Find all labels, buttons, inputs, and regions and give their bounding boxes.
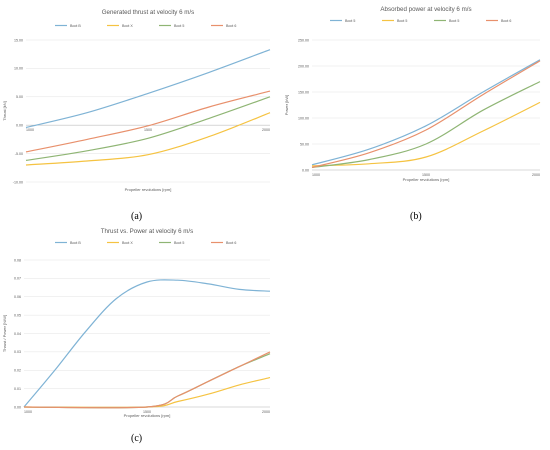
series-line bbox=[311, 81, 541, 168]
legend-entry: Boot 6 bbox=[226, 241, 236, 245]
y-tick-label: 200.00 bbox=[298, 64, 309, 68]
y-tick-label: 0.06 bbox=[14, 295, 21, 299]
series-line bbox=[23, 351, 271, 409]
series-line bbox=[311, 60, 541, 168]
x-tick-label: 1500 bbox=[144, 128, 152, 132]
power-chart: Absorbed power at velocity 6 m/s Boot 5 Bo… bbox=[282, 0, 550, 210]
y-tick-label: 0.00 bbox=[16, 124, 23, 128]
x-tick-label: 2000 bbox=[262, 410, 270, 414]
legend-entry: Boot 5 bbox=[174, 241, 184, 245]
y-tick-label: 0.00 bbox=[302, 168, 309, 172]
y-tick-label: 100.00 bbox=[298, 116, 309, 120]
legend-entry: Boot 6 bbox=[501, 19, 511, 23]
y-tick-label: 50.00 bbox=[300, 142, 309, 146]
chart-svg: Generated thrust at velocity 6 m/s Boot B… bbox=[2, 9, 271, 192]
legend-entry: Boot 6 bbox=[226, 24, 236, 28]
series-line bbox=[25, 90, 271, 153]
legend-entry: Boot B bbox=[70, 241, 81, 245]
x-axis-title: Propeller revolutions [rpm] bbox=[124, 413, 171, 418]
series-line bbox=[25, 49, 271, 129]
panel-label-b: (b) bbox=[410, 211, 422, 222]
thrust-power-ratio-chart: Thrust vs. Power at velocity 6 m/s Boot B… bbox=[0, 222, 282, 422]
chart-title: Thrust vs. Power at velocity 6 m/s bbox=[101, 228, 194, 235]
y-tick-label: 0.03 bbox=[14, 350, 21, 354]
thrust-chart: Generated thrust at velocity 6 m/s Boot B… bbox=[0, 0, 282, 210]
legend-entry: Boot 5 bbox=[174, 24, 184, 28]
x-tick-label: 1500 bbox=[422, 173, 430, 177]
chart-svg: Absorbed power at velocity 6 m/s Boot 5 Bo… bbox=[284, 6, 541, 182]
series-line bbox=[25, 96, 271, 161]
y-tick-label: 10.00 bbox=[14, 67, 23, 71]
y-tick-label: 0.05 bbox=[14, 313, 21, 317]
series-line bbox=[23, 279, 271, 408]
y-tick-label: 0.02 bbox=[14, 369, 21, 373]
y-tick-label: -10.00 bbox=[13, 180, 23, 184]
x-tick-label: 1000 bbox=[26, 128, 34, 132]
y-tick-label: 250.00 bbox=[298, 38, 309, 42]
series-line bbox=[23, 377, 271, 408]
panel-label-a: (a) bbox=[131, 211, 143, 222]
y-tick-label: -5.00 bbox=[15, 152, 23, 156]
y-axis-title: Thrust / Power [N/W] bbox=[2, 315, 7, 352]
legend-entry: Boot X bbox=[122, 24, 133, 28]
y-tick-label: 0.00 bbox=[14, 405, 21, 409]
legend-entry: Boot 5 bbox=[449, 19, 459, 23]
x-tick-label: 1500 bbox=[143, 410, 151, 414]
x-tick-label: 2000 bbox=[532, 173, 540, 177]
y-tick-label: 0.01 bbox=[14, 387, 21, 391]
panel-label-c: (c) bbox=[131, 433, 143, 444]
chart-svg: Thrust vs. Power at velocity 6 m/s Boot B… bbox=[2, 228, 271, 418]
chart-title: Generated thrust at velocity 6 m/s bbox=[102, 9, 195, 16]
x-tick-label: 2000 bbox=[262, 128, 270, 132]
y-tick-label: 0.04 bbox=[14, 332, 21, 336]
x-axis-title: Propeller revolutions [rpm] bbox=[125, 187, 172, 192]
x-tick-label: 1000 bbox=[312, 173, 320, 177]
x-tick-label: 1000 bbox=[24, 410, 32, 414]
y-axis-title: Power [kW] bbox=[284, 95, 289, 115]
legend-entry: Boot 5 bbox=[345, 19, 355, 23]
legend-entry: Boot 5 bbox=[397, 19, 407, 23]
y-tick-label: 150.00 bbox=[298, 90, 309, 94]
y-tick-label: 0.08 bbox=[14, 258, 21, 262]
x-axis-title: Propeller revolutions [rpm] bbox=[403, 177, 450, 182]
series-line bbox=[25, 112, 271, 166]
y-tick-label: 0.07 bbox=[14, 277, 21, 281]
series-line bbox=[311, 101, 541, 167]
y-tick-label: 5.00 bbox=[16, 95, 23, 99]
legend-entry: Boot X bbox=[122, 241, 133, 245]
series-line bbox=[311, 59, 541, 166]
y-axis-title: Thrust [kN] bbox=[2, 101, 7, 121]
y-tick-label: 15.00 bbox=[14, 38, 23, 42]
legend-entry: Boot B bbox=[70, 24, 81, 28]
chart-title: Absorbed power at velocity 6 m/s bbox=[380, 6, 471, 13]
